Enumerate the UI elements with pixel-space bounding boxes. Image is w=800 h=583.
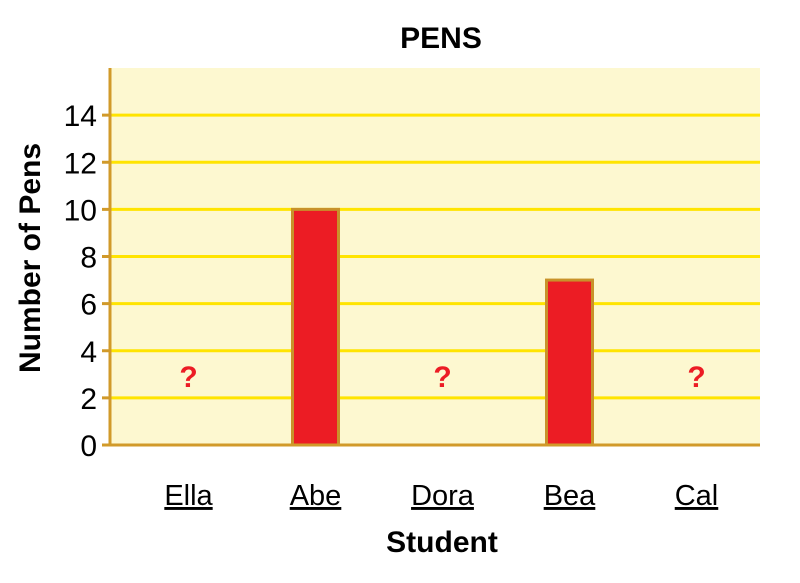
y-tick-label-2: 2 (80, 383, 97, 416)
axes (108, 68, 760, 447)
unknown-markers: ??? (179, 361, 705, 394)
x-label-bea: Bea (544, 480, 596, 512)
x-label-ella: Ella (164, 480, 213, 512)
y-tick-label-12: 12 (64, 147, 97, 180)
y-tick-label-4: 4 (80, 336, 97, 369)
x-label-abe: Abe (290, 480, 342, 512)
bar-bea (545, 278, 594, 447)
y-tick-label-6: 6 (80, 289, 97, 322)
unknown-marker-dora: ? (433, 361, 451, 394)
unknown-marker-ella: ? (179, 361, 197, 394)
x-label-dora: Dora (411, 480, 475, 512)
y-tick-label-8: 8 (80, 242, 97, 275)
y-tick-labels: 0 2 4 6 8 10 12 14 (64, 100, 97, 463)
y-tick-label-0: 0 (80, 430, 97, 463)
bar-abe (291, 207, 340, 447)
chart-title: PENS (400, 22, 482, 55)
unknown-marker-cal: ? (687, 361, 705, 394)
bars (291, 207, 594, 447)
x-label-cal: Cal (675, 480, 719, 512)
x-axis-title: Student (386, 526, 498, 559)
y-axis-title: Number of Pens (14, 143, 47, 373)
y-tick-label-14: 14 (64, 100, 97, 133)
x-category-labels: Ella Abe Dora Bea Cal (164, 480, 718, 512)
y-tick-label-10: 10 (64, 194, 97, 227)
grid-lines (102, 113, 760, 447)
